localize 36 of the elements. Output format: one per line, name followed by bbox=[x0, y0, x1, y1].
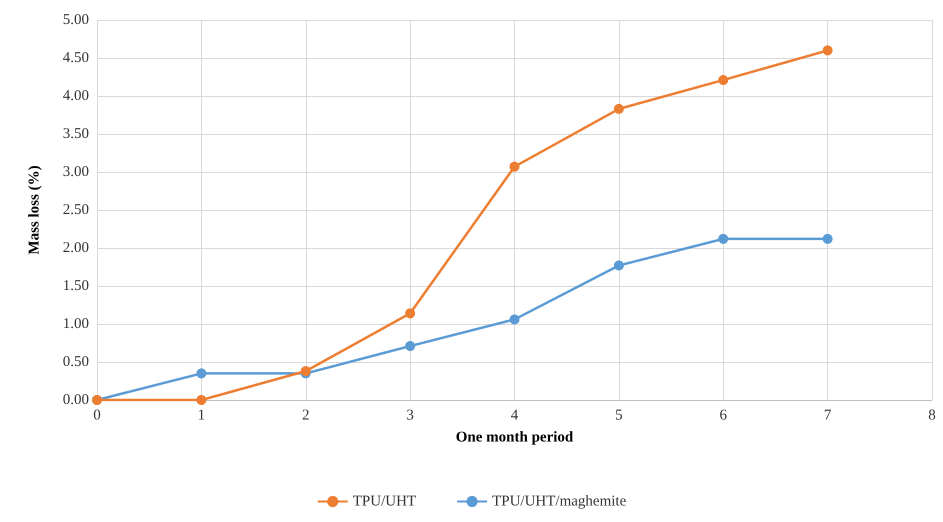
y-tick-label: 1.50 bbox=[62, 278, 89, 294]
y-tick-label: 0.50 bbox=[62, 354, 89, 370]
point bbox=[510, 314, 520, 324]
y-tick-label: 2.50 bbox=[62, 202, 89, 218]
x-tick-label: 2 bbox=[302, 408, 310, 424]
legend-label: TPU/UHT/maghemite bbox=[492, 494, 627, 510]
x-axis-title: One month period bbox=[456, 430, 574, 446]
y-tick-label: 4.00 bbox=[62, 88, 89, 104]
point bbox=[822, 234, 833, 244]
x-tick-label: 0 bbox=[93, 408, 101, 424]
point bbox=[614, 260, 624, 270]
point bbox=[405, 341, 416, 352]
x-tick-label: 6 bbox=[720, 408, 728, 424]
point bbox=[614, 104, 624, 114]
y-tick-label: 3.00 bbox=[62, 164, 89, 180]
y-tick-label: 3.50 bbox=[62, 126, 89, 142]
x-tick-label: 4 bbox=[510, 408, 519, 424]
point bbox=[405, 308, 416, 318]
x-tick-label: 3 bbox=[406, 408, 414, 424]
y-tick-label: 2.00 bbox=[62, 240, 89, 256]
point bbox=[510, 162, 520, 172]
y-tick-label: 4.50 bbox=[62, 50, 89, 66]
x-tick-label: 5 bbox=[615, 408, 623, 424]
y-tick-label: 1.00 bbox=[62, 316, 89, 332]
legend-label: TPU/UHT bbox=[352, 494, 416, 510]
point bbox=[718, 234, 728, 244]
x-tick-label: 1 bbox=[198, 408, 206, 424]
point bbox=[718, 75, 728, 86]
y-axis-title: Mass loss (%) bbox=[26, 165, 42, 255]
x-tick-label: 8 bbox=[928, 408, 936, 424]
point bbox=[196, 368, 206, 378]
point bbox=[822, 45, 833, 56]
point bbox=[196, 395, 206, 405]
x-tick-label: 7 bbox=[824, 408, 832, 424]
y-tick-label: 0.00 bbox=[62, 392, 89, 408]
y-tick-label: 5.00 bbox=[62, 12, 89, 28]
